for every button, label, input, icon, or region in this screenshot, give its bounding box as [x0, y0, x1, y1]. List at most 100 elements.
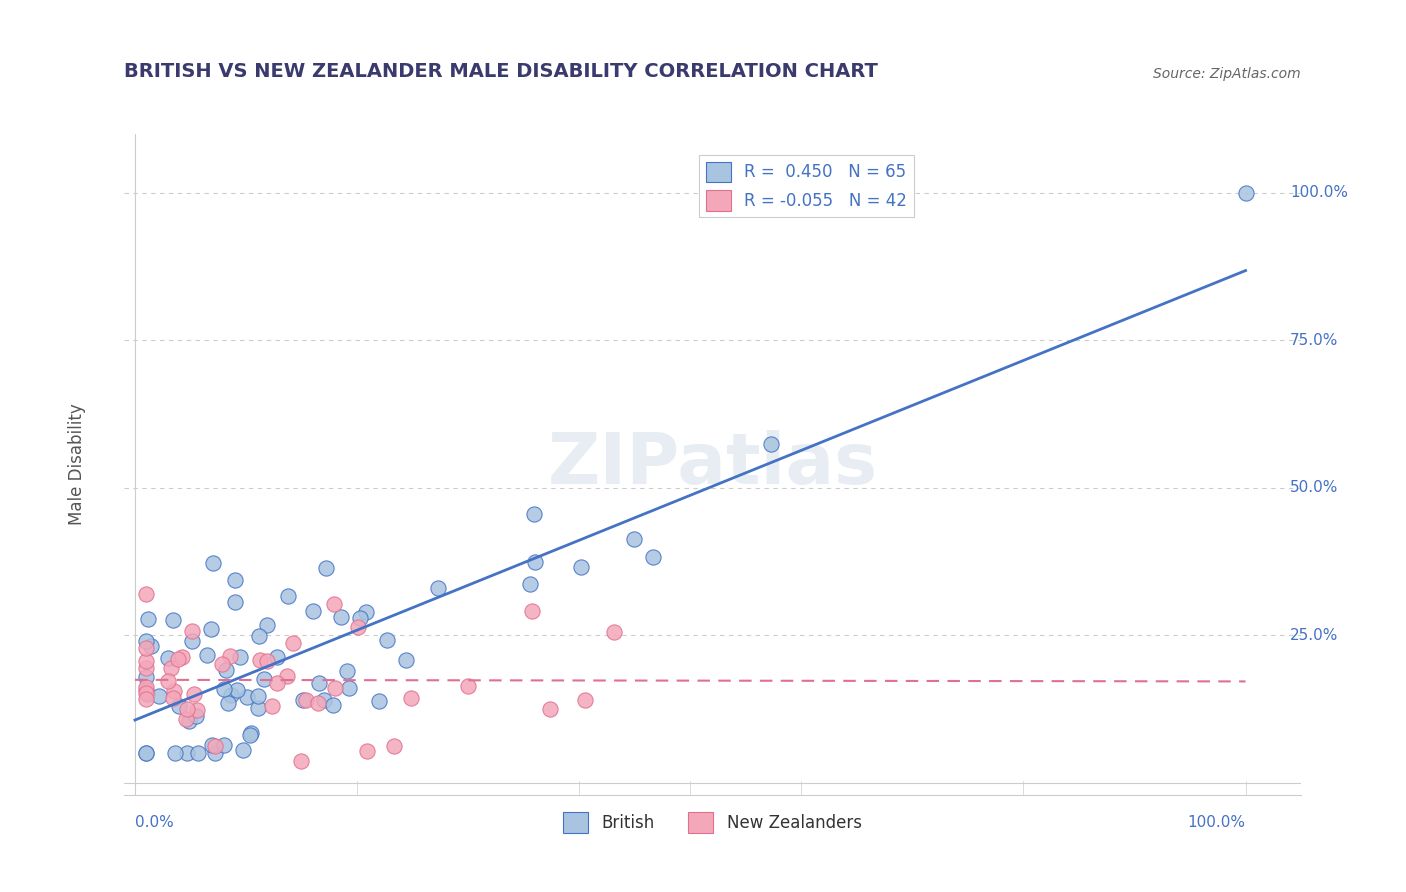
Point	[224, 573, 246, 587]
Point	[356, 743, 378, 757]
Text: BRITISH VS NEW ZEALANDER MALE DISABILITY CORRELATION CHART: BRITISH VS NEW ZEALANDER MALE DISABILITY…	[124, 62, 877, 80]
Point	[399, 690, 422, 705]
Point	[294, 693, 316, 707]
Point	[277, 589, 299, 603]
Point	[135, 670, 157, 684]
Text: Male Disability: Male Disability	[67, 403, 86, 525]
Point	[135, 640, 157, 655]
Text: 100.0%: 100.0%	[1188, 815, 1246, 830]
Point	[226, 683, 249, 698]
Point	[163, 683, 186, 698]
Point	[180, 624, 202, 639]
Point	[520, 604, 543, 618]
Point	[139, 639, 162, 653]
Point	[427, 582, 450, 596]
Point	[218, 648, 240, 663]
Point	[135, 747, 157, 761]
Point	[569, 559, 592, 574]
Point	[308, 675, 330, 690]
Point	[157, 651, 180, 665]
Point	[148, 689, 170, 703]
Point	[302, 604, 325, 618]
Point	[135, 587, 157, 601]
Point	[276, 669, 298, 683]
Point	[162, 613, 184, 627]
Point	[219, 688, 242, 702]
Point	[329, 609, 352, 624]
Point	[201, 739, 224, 753]
Point	[135, 680, 157, 694]
Point	[524, 555, 547, 569]
Point	[643, 550, 665, 565]
Point	[382, 739, 405, 753]
Point	[239, 726, 262, 740]
Point	[201, 556, 224, 570]
Point	[160, 661, 183, 675]
Point	[204, 746, 226, 760]
Point	[325, 681, 347, 695]
Text: 100.0%: 100.0%	[1289, 185, 1348, 200]
Point	[260, 698, 283, 713]
Point	[239, 728, 262, 742]
Point	[1234, 186, 1257, 200]
Point	[136, 687, 159, 701]
Point	[354, 605, 377, 619]
Point	[322, 698, 344, 712]
Point	[156, 673, 179, 688]
Point	[215, 664, 238, 678]
Point	[291, 693, 314, 707]
Point	[183, 686, 205, 700]
Point	[247, 689, 270, 703]
Point	[256, 618, 278, 632]
Text: 75.0%: 75.0%	[1289, 333, 1339, 348]
Point	[167, 699, 190, 714]
Point	[197, 648, 219, 662]
Point	[314, 692, 336, 706]
Point	[186, 703, 208, 717]
Point	[135, 633, 157, 648]
Point	[176, 702, 198, 716]
Point	[136, 612, 159, 626]
Point	[247, 701, 270, 715]
Point	[519, 576, 541, 591]
Point	[211, 657, 233, 672]
Point	[224, 595, 246, 609]
Point	[177, 714, 200, 728]
Text: 25.0%: 25.0%	[1289, 628, 1339, 643]
Point	[336, 664, 359, 678]
Point	[337, 681, 360, 696]
Text: 0.0%: 0.0%	[135, 815, 174, 830]
Point	[283, 636, 305, 650]
Point	[200, 622, 222, 636]
Point	[266, 649, 288, 664]
Text: 50.0%: 50.0%	[1289, 480, 1339, 495]
Point	[538, 702, 561, 716]
Point	[236, 690, 259, 705]
Point	[603, 624, 626, 639]
Legend: British, New Zealanders: British, New Zealanders	[557, 805, 869, 839]
Point	[135, 683, 157, 698]
Point	[266, 675, 288, 690]
Point	[395, 653, 418, 667]
Point	[135, 653, 157, 667]
Point	[135, 747, 157, 761]
Point	[186, 709, 208, 723]
Point	[172, 649, 194, 664]
Point	[212, 681, 235, 696]
Point	[180, 633, 202, 648]
Point	[232, 743, 254, 757]
Point	[256, 655, 278, 669]
Text: Source: ZipAtlas.com: Source: ZipAtlas.com	[1153, 67, 1301, 80]
Point	[249, 653, 271, 667]
Point	[135, 691, 157, 706]
Point	[176, 747, 198, 761]
Point	[307, 697, 329, 711]
Point	[349, 611, 371, 625]
Point	[457, 679, 479, 693]
Point	[135, 686, 157, 700]
Point	[375, 632, 398, 647]
Point	[290, 754, 312, 768]
Point	[135, 661, 157, 675]
Point	[187, 747, 209, 761]
Point	[247, 629, 270, 643]
